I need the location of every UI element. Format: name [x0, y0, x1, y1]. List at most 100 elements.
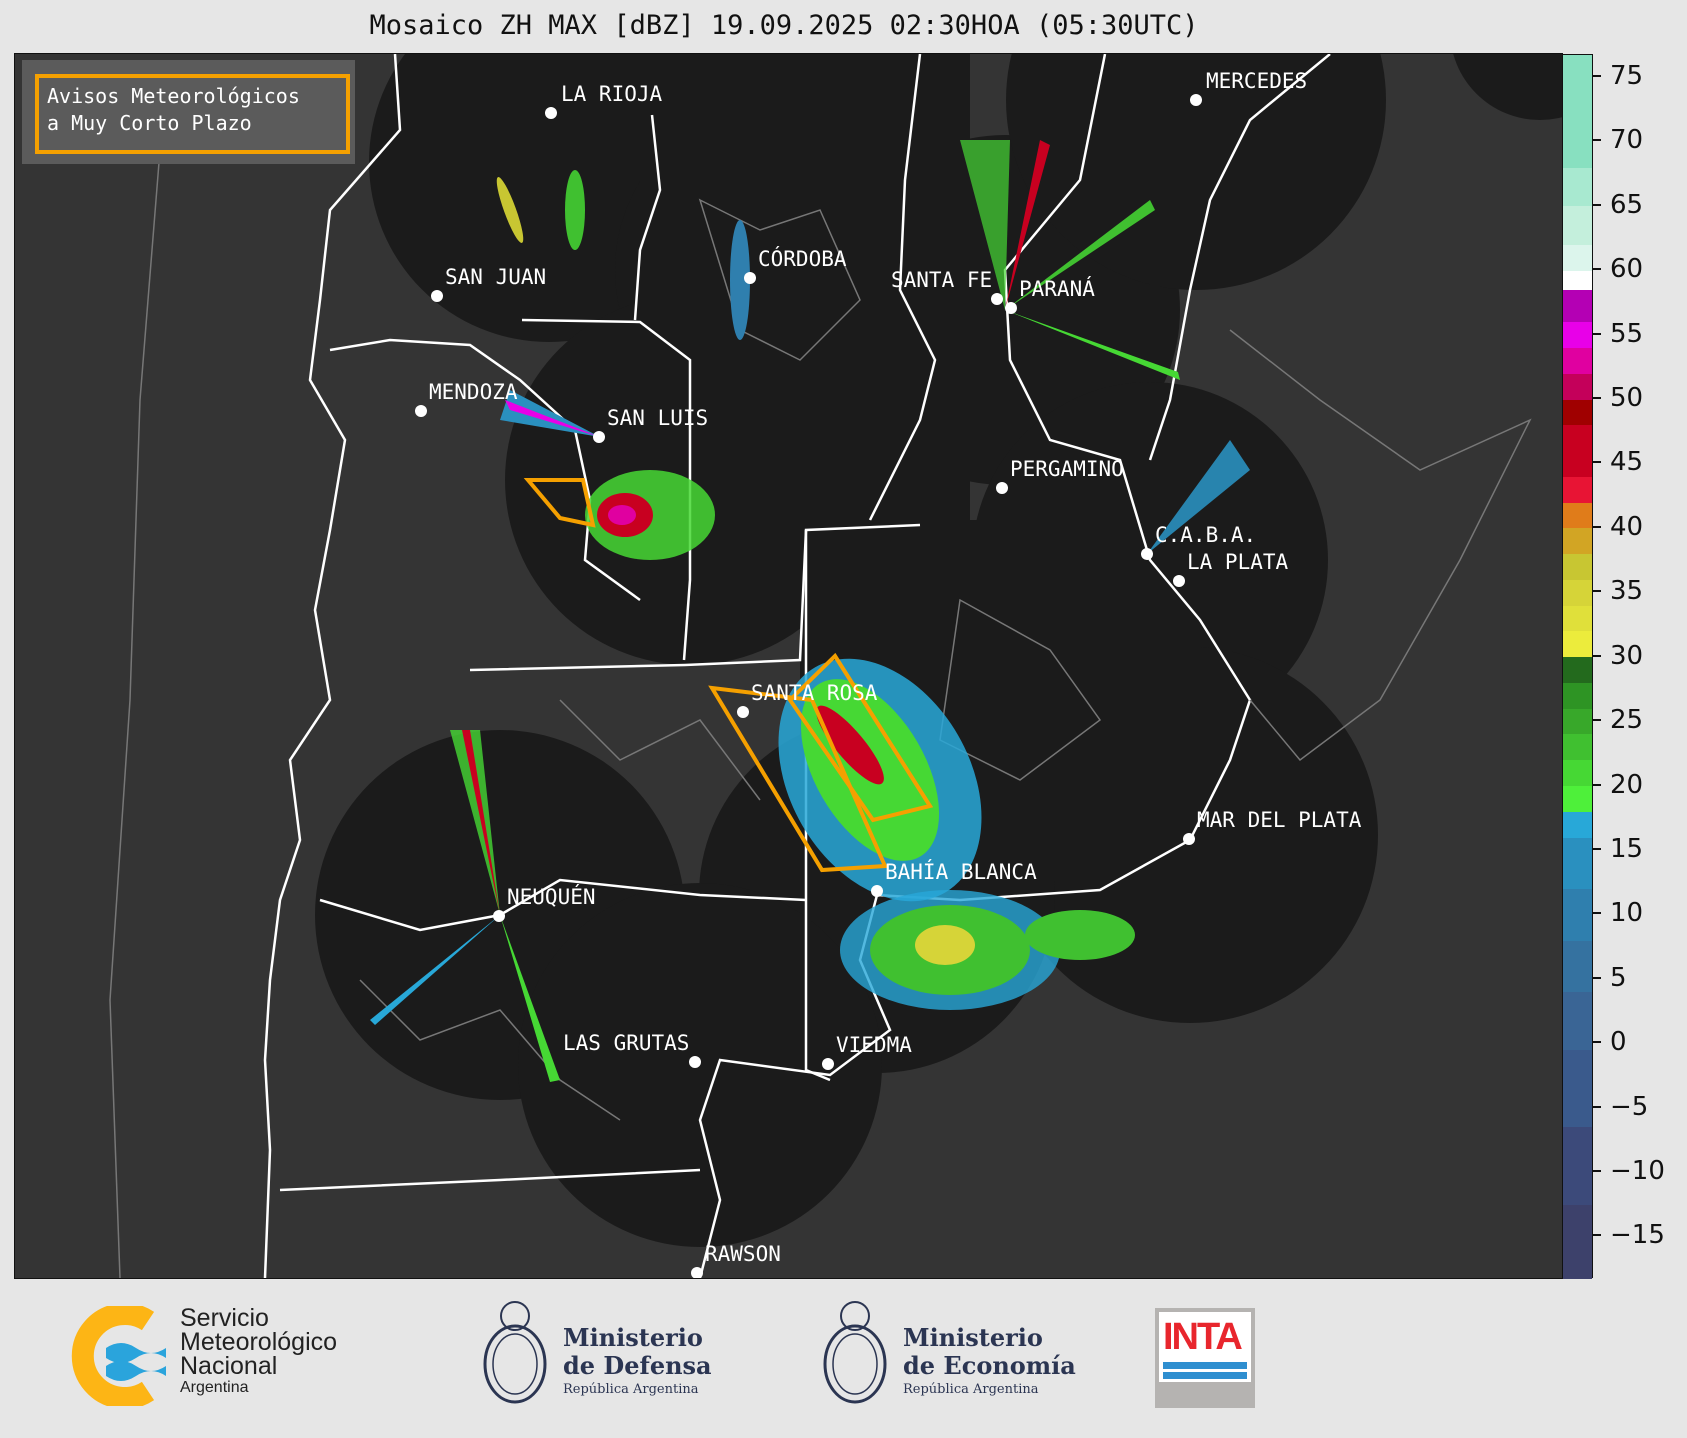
- city-marker[interactable]: SAN LUIS: [593, 406, 708, 443]
- city-marker[interactable]: SANTA ROSA: [737, 681, 878, 718]
- city-marker[interactable]: SANTA FE: [891, 268, 1003, 305]
- city-marker[interactable]: BAHÍA BLANCA: [871, 859, 1037, 897]
- colorbar-tick-label: 5: [1610, 962, 1627, 993]
- colorbar-tick-label: 40: [1610, 511, 1644, 542]
- warnings-legend-frame: Avisos Meteorológicos a Muy Corto Plazo: [35, 74, 350, 154]
- inta-label: INTA: [1163, 1316, 1243, 1358]
- city-label: NEUQUÉN: [507, 884, 596, 909]
- colorbar-band: [1563, 991, 1592, 1051]
- colorbar-band: [1563, 55, 1592, 168]
- colorbar: [1562, 54, 1593, 1280]
- colorbar-band: [1563, 940, 1592, 993]
- colorbar-tick-label: 70: [1610, 125, 1644, 156]
- colorbar-band: [1563, 270, 1592, 290]
- city-dot: [1173, 575, 1185, 587]
- city-marker[interactable]: MENDOZA: [415, 380, 518, 417]
- city-marker[interactable]: LA RIOJA: [545, 82, 663, 119]
- colorbar-band: [1563, 759, 1592, 787]
- radar-coverage: [315, 54, 1562, 1247]
- colorbar-band: [1563, 888, 1592, 941]
- colorbar-band: [1563, 553, 1592, 580]
- colorbar-tick: [1593, 1170, 1601, 1173]
- colorbar-tick-label: −15: [1610, 1220, 1665, 1251]
- defensa-logo: Ministerio de Defensa República Argentin…: [478, 1294, 728, 1414]
- legend-line-2: a Muy Corto Plazo: [47, 111, 252, 135]
- colorbar-tick: [1593, 139, 1601, 142]
- colorbar-tick: [1593, 976, 1601, 979]
- city-label: SAN LUIS: [607, 406, 708, 430]
- colorbar-band: [1563, 708, 1592, 735]
- economia-line-2: de Economía: [903, 1351, 1076, 1380]
- colorbar-tick-label: 30: [1610, 640, 1644, 671]
- colorbar-tick: [1593, 268, 1601, 271]
- colorbar-tick: [1593, 461, 1601, 464]
- footer-logos: Servicio Meteorológico Nacional Argentin…: [0, 1280, 1687, 1438]
- city-marker[interactable]: CÓRDOBA: [744, 246, 847, 284]
- colorbar-band: [1563, 167, 1592, 207]
- legend-line-1: Avisos Meteorológicos: [47, 84, 300, 108]
- city-marker[interactable]: NEUQUÉN: [493, 884, 596, 922]
- inta-logo: INTA: [1155, 1308, 1255, 1408]
- city-dot: [996, 482, 1008, 494]
- colorbar-tick-label: 65: [1610, 189, 1644, 220]
- economia-line-3: República Argentina: [903, 1382, 1039, 1397]
- colorbar-band: [1563, 656, 1592, 683]
- colorbar-tick: [1593, 397, 1601, 399]
- city-marker[interactable]: C.A.B.A.: [1141, 523, 1256, 560]
- colorbar-band: [1563, 205, 1592, 245]
- colorbar-tick-label: −10: [1610, 1156, 1665, 1187]
- economia-line-1: Ministerio: [903, 1323, 1043, 1352]
- city-label: LAS GRUTAS: [563, 1031, 689, 1055]
- city-label: CÓRDOBA: [758, 246, 847, 271]
- colorbar-band: [1563, 682, 1592, 709]
- city-marker[interactable]: VIEDMA: [822, 1033, 912, 1070]
- economia-logo: Ministerio de Economía República Argenti…: [818, 1294, 1078, 1414]
- warnings-legend: Avisos Meteorológicos a Muy Corto Plazo: [22, 60, 355, 164]
- colorbar-tick: [1593, 847, 1601, 850]
- colorbar-band: [1563, 399, 1592, 426]
- city-marker[interactable]: LA PLATA: [1173, 550, 1289, 587]
- city-label: LA PLATA: [1187, 550, 1289, 574]
- colorbar-band: [1563, 347, 1592, 374]
- city-label: PERGAMINO: [1010, 457, 1124, 481]
- colorbar-tick-label: 10: [1610, 898, 1644, 929]
- colorbar-band: [1563, 476, 1592, 503]
- colorbar-band: [1563, 244, 1592, 271]
- colorbar-band: [1563, 785, 1592, 812]
- smn-line-4: Argentina: [180, 1379, 249, 1396]
- colorbar-tick: [1593, 1234, 1601, 1237]
- city-marker[interactable]: RAWSON: [691, 1242, 781, 1279]
- city-marker[interactable]: PARANÁ: [1005, 276, 1095, 314]
- city-dot: [689, 1056, 701, 1068]
- warning-polygons[interactable]: [523, 478, 934, 873]
- colorbar-band: [1563, 605, 1592, 632]
- city-dot: [737, 706, 749, 718]
- city-dot: [744, 272, 756, 284]
- city-marker[interactable]: MAR DEL PLATA: [1183, 808, 1362, 845]
- city-label: RAWSON: [705, 1242, 781, 1266]
- city-marker[interactable]: PERGAMINO: [996, 457, 1124, 494]
- city-marker[interactable]: LAS GRUTAS: [563, 1031, 701, 1068]
- city-marker[interactable]: SAN JUAN: [431, 265, 546, 302]
- defensa-line-2: de Defensa: [563, 1351, 712, 1380]
- colorbar-band: [1563, 1126, 1592, 1205]
- radar-echoes: [370, 140, 1250, 1082]
- colorbar-tick: [1593, 912, 1601, 915]
- city-dot: [822, 1058, 834, 1070]
- defensa-line-3: República Argentina: [563, 1382, 699, 1397]
- colorbar-band: [1563, 424, 1592, 477]
- colorbar-band: [1563, 630, 1592, 658]
- colorbar-tick: [1593, 719, 1601, 722]
- city-dot: [1190, 94, 1202, 106]
- colorbar-band: [1563, 579, 1592, 606]
- colorbar-tick: [1593, 1105, 1601, 1108]
- colorbar-tick-label: 15: [1610, 833, 1644, 864]
- colorbar-tick-label: 50: [1610, 383, 1644, 413]
- city-marker[interactable]: MERCEDES: [1190, 69, 1307, 106]
- colorbar-tick-label: 35: [1610, 576, 1644, 607]
- city-dot: [415, 405, 427, 417]
- colorbar-tick: [1593, 1041, 1601, 1044]
- city-label: BAHÍA BLANCA: [885, 859, 1037, 884]
- smn-line-3: Nacional: [180, 1352, 278, 1380]
